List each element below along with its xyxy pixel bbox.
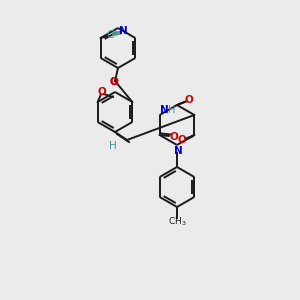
Text: H: H <box>168 105 176 115</box>
Text: O: O <box>110 77 118 87</box>
Text: N: N <box>119 26 128 37</box>
Text: O: O <box>178 135 187 145</box>
Text: O: O <box>169 132 178 142</box>
Text: CH$_3$: CH$_3$ <box>168 216 186 228</box>
Text: N: N <box>174 146 182 156</box>
Text: O: O <box>110 77 118 87</box>
Text: H: H <box>109 141 117 151</box>
Text: O: O <box>184 95 194 105</box>
Text: N: N <box>160 105 169 115</box>
Text: O: O <box>97 87 106 97</box>
Text: C: C <box>106 30 113 40</box>
